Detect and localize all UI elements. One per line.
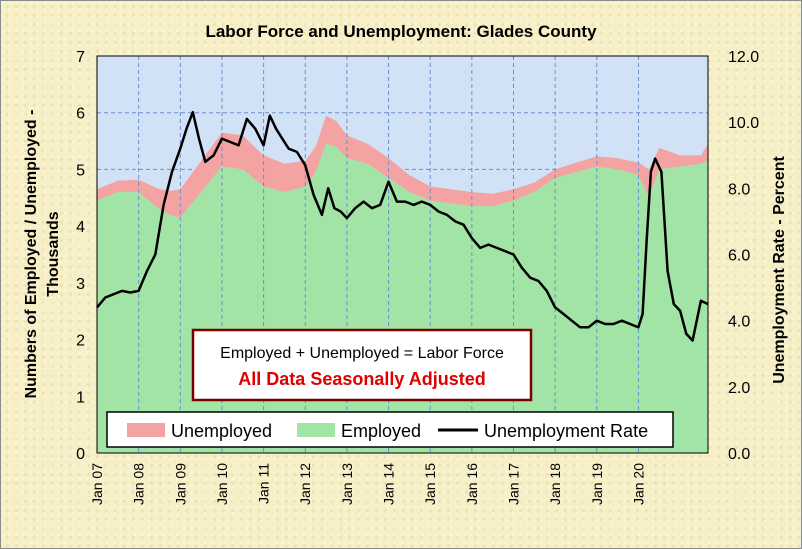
legend: Unemployed Employed Unemployment Rate (106, 411, 674, 448)
left-tick-label: 7 (76, 49, 85, 66)
x-tick-label: Jan 11 (256, 463, 272, 504)
x-tick-label: Jan 17 (505, 463, 521, 505)
x-tick-label: Jan 09 (172, 463, 188, 505)
x-tick-label: Jan 10 (214, 463, 230, 505)
x-tick-label: Jan 15 (422, 463, 438, 505)
unemployment-rate-line (96, 110, 709, 342)
legend-swatch-employed (297, 423, 335, 437)
x-tick-label: Jan 16 (464, 463, 480, 505)
legend-label-unemployed: Unemployed (171, 421, 272, 441)
legend-label-employed: Employed (341, 421, 421, 441)
right-tick-label: 2.0 (728, 380, 750, 397)
left-tick-label: 6 (76, 106, 85, 123)
legend-label-rate: Unemployment Rate (484, 421, 648, 441)
x-tick-label: Jan 13 (339, 463, 355, 505)
note-line-2: All Data Seasonally Adjusted (238, 369, 485, 389)
legend-swatch-unemployed (127, 423, 165, 437)
x-ticks: Jan 07 Jan 08 Jan 09 Jan 10 Jan 11 Jan 12 Jan … (89, 463, 646, 505)
x-tick-label: Jan 19 (589, 463, 605, 505)
plot-border (96, 55, 709, 454)
left-tick-label: 3 (76, 276, 85, 293)
chart-title: Labor Force and Unemployment: Glades Cou… (205, 22, 597, 41)
right-tick-label: 12.0 (728, 49, 759, 66)
x-tick-label: Jan 14 (381, 463, 397, 505)
x-tick-label: Jan 07 (89, 463, 105, 505)
left-axis-title-line1: Numbers of Employed / Unemployed - (23, 110, 40, 399)
right-tick-label: 8.0 (728, 181, 750, 198)
right-axis-title: Unemployment Rate - Percent (771, 156, 788, 384)
left-tick-label: 0 (76, 446, 85, 463)
note-box: Employed + Unemployed = Labor Force All … (191, 328, 533, 402)
left-tick-label: 2 (76, 333, 85, 350)
right-tick-label: 0.0 (728, 446, 750, 463)
unemployed-area (97, 115, 708, 218)
x-tick-label: Jan 18 (547, 463, 563, 505)
left-axis-title-line2: Thousands (45, 211, 62, 296)
x-tick-label: Jan 12 (297, 463, 313, 505)
x-tick-label: Jan 08 (131, 463, 147, 505)
right-tick-label: 4.0 (728, 314, 750, 331)
right-tick-label: 10.0 (728, 115, 759, 132)
left-y-ticks: 0 1 2 3 4 5 6 7 (76, 49, 85, 463)
x-tick-label: Jan 20 (630, 463, 646, 505)
left-tick-label: 5 (76, 162, 85, 179)
right-tick-label: 6.0 (728, 248, 750, 265)
right-y-ticks: 0.0 2.0 4.0 6.0 8.0 10.0 12.0 (728, 49, 759, 463)
note-line-1: Employed + Unemployed = Labor Force (220, 345, 504, 362)
left-tick-label: 1 (76, 389, 85, 406)
left-tick-label: 4 (76, 219, 85, 236)
